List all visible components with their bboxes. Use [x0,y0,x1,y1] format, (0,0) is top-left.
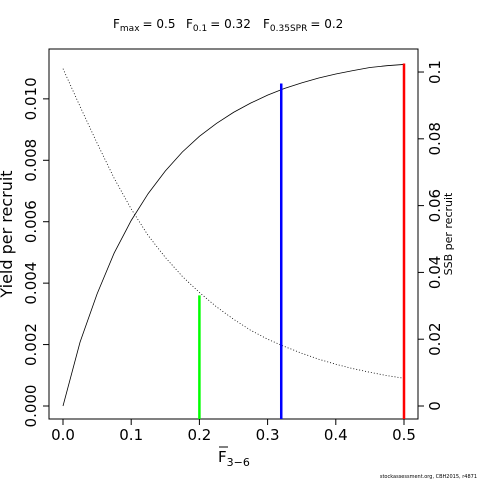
fmax-main: F [113,17,120,31]
plot-frame [48,48,419,420]
y-tick-label: 0.002 [22,323,40,366]
x-tick-label: 0.5 [392,426,416,444]
y-tick-label: 0.000 [22,385,40,428]
fmax-sub: max [120,24,140,34]
x-tick-label: 0.2 [187,426,211,444]
ssb-per-recruit-line [62,68,405,379]
y2-tick-label: 0.06 [426,189,444,222]
y2-tick-label: 0.04 [426,256,444,289]
y2-axis-title: SSB per recruit [442,192,455,275]
y2-tick-label: 0.02 [426,323,444,356]
f01-label: F0.1 = 0.32 [186,17,251,34]
footer-credit: stockassessment.org, CBH2015, r4871 [380,474,477,480]
y2-tick-label: 0.08 [426,122,444,155]
fspr-value: = 0.2 [310,17,343,31]
axes: 0.0 0.1 0.2 0.3 0.4 0.5 0.000 0.002 0.004 0.006 0.… [22,60,444,444]
yield-per-recruit-line [62,64,405,407]
y-axis-title: Yield per recruit [0,170,16,298]
fspr-label: F0.35SPR = 0.2 [263,17,343,34]
fmax-value: = 0.5 [143,17,176,31]
x-axis-title-main: F [218,448,227,466]
fmax-label: Fmax = 0.5 [113,17,175,34]
x-axis-title: F3−6 [218,448,250,469]
fspr-main: F [263,17,270,31]
y-tick-label: 0.010 [22,77,40,120]
y-tick-label: 0.004 [22,262,40,305]
x-tick-label: 0.1 [119,426,143,444]
x-tick-label: 0.3 [256,426,280,444]
fspr-sub: 0.35SPR [270,24,307,34]
y-tick-label: 0.006 [22,200,40,243]
f01-main: F [186,17,193,31]
x-axis-title-sub: 3−6 [227,456,250,469]
reference-lines [198,63,406,419]
y-tick-label: 0.008 [22,139,40,182]
y2-tick-label: 0.1 [426,60,444,84]
f01-sub: 0.1 [193,24,207,34]
f01-value: = 0.32 [210,17,251,31]
x-tick-label: 0.4 [324,426,348,444]
series-layer [62,64,405,407]
x-tick-label: 0.0 [51,426,75,444]
y2-tick-label: 0 [426,401,444,411]
